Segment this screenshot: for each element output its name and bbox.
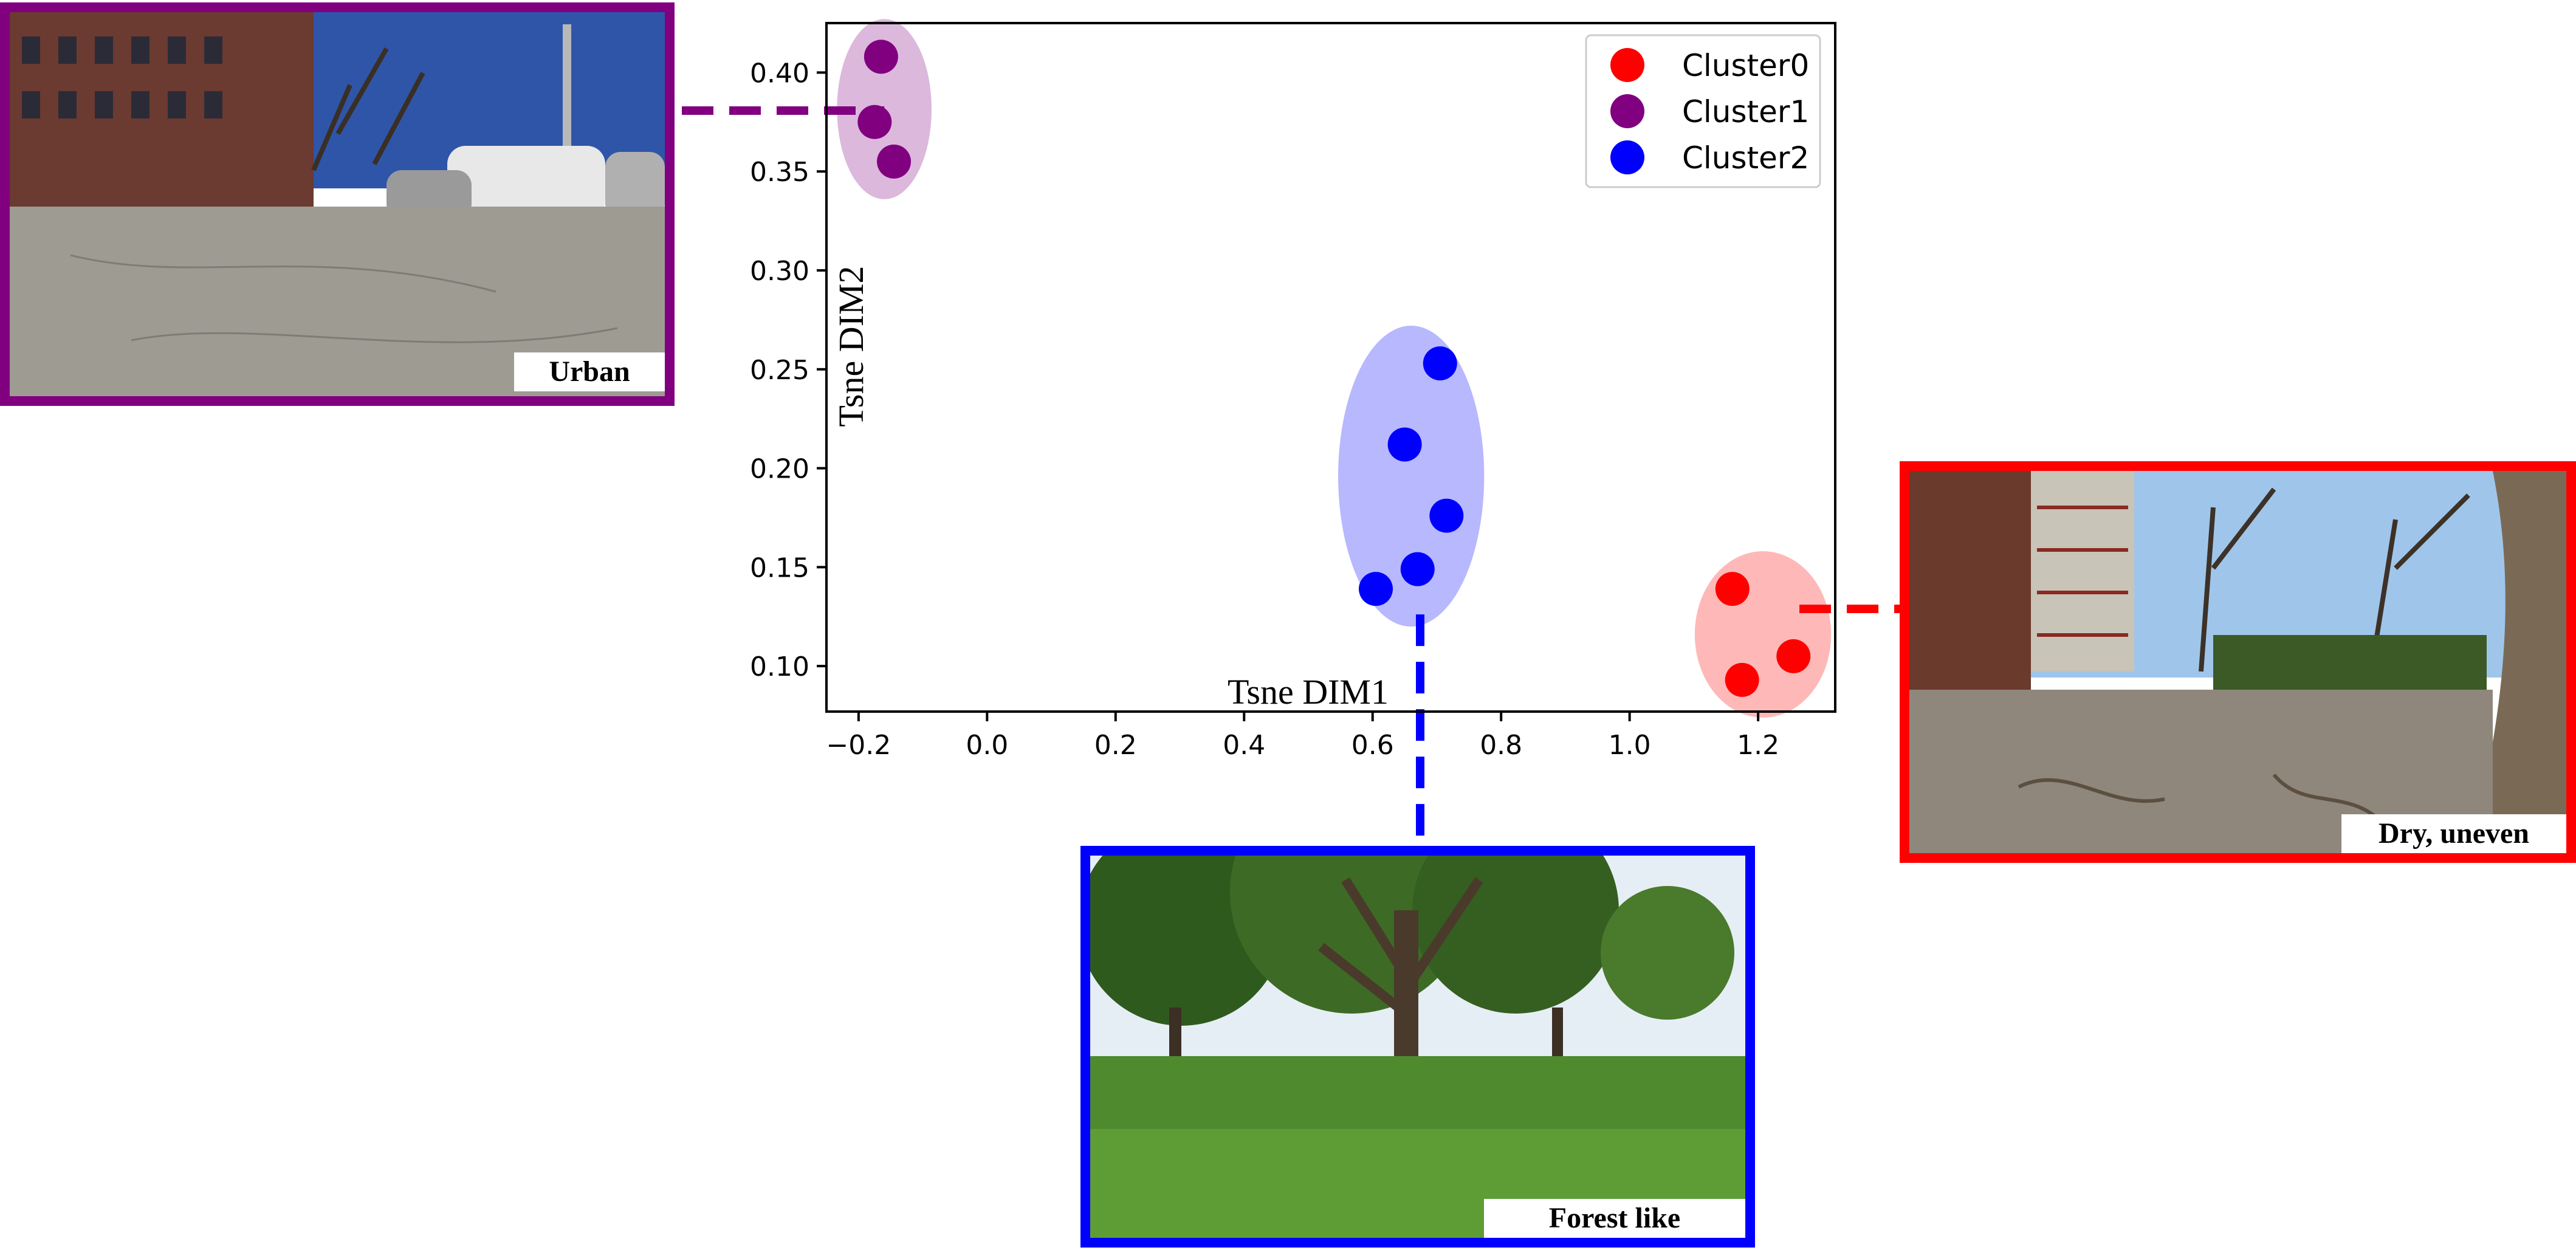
forest-caption: Forest like (1484, 1199, 1745, 1238)
dry-scene-image (1909, 471, 2566, 853)
point-cluster0 (1776, 639, 1811, 673)
urban-scene-image (10, 12, 665, 396)
point-cluster1 (857, 105, 892, 139)
legend-box (1585, 34, 1821, 188)
y-tick-label: 0.10 (750, 651, 809, 682)
scatter-points (857, 39, 1811, 697)
x-tick-label: 0.4 (1223, 730, 1265, 761)
x-tick-label: 0.6 (1352, 730, 1394, 761)
urban-caption: Urban (514, 352, 665, 391)
y-tick-label: 0.35 (750, 157, 809, 188)
y-tick-label: 0.40 (750, 58, 809, 89)
point-cluster1 (877, 144, 912, 179)
cluster-ellipse-cluster2 (1338, 325, 1485, 627)
point-cluster2 (1423, 346, 1457, 380)
y-tick-label: 0.25 (750, 355, 809, 386)
y-axis-ticks: 0.10 0.15 0.20 0.25 0.30 0.35 0.40 (750, 58, 826, 682)
x-tick-label: 1.0 (1609, 730, 1651, 761)
forest-photo-panel: Forest like (1080, 846, 1755, 1248)
cluster-ellipse-cluster0 (1694, 551, 1832, 718)
y-tick-label: 0.20 (750, 454, 809, 485)
x-tick-label: 0.8 (1480, 730, 1522, 761)
legend-marker-cluster1 (1610, 94, 1644, 128)
dry-caption: Dry, uneven (2341, 814, 2566, 853)
forest-scene-image (1090, 856, 1745, 1238)
legend-marker-cluster0 (1610, 48, 1644, 82)
x-tick-label: −0.2 (826, 730, 891, 761)
point-cluster2 (1359, 572, 1393, 606)
cluster-connectors (682, 106, 1900, 846)
point-cluster2 (1400, 552, 1435, 586)
point-cluster2 (1387, 427, 1422, 462)
point-cluster0 (1715, 572, 1750, 606)
y-tick-label: 0.30 (750, 256, 809, 287)
x-tick-label: 0.0 (966, 730, 1008, 761)
x-tick-label: 1.2 (1737, 730, 1779, 761)
legend-label-cluster1: Cluster1 (1682, 94, 1809, 129)
legend-label-cluster2: Cluster2 (1682, 140, 1809, 176)
x-axis-label: Tsne DIM1 (1228, 672, 1389, 712)
legend: Cluster0 Cluster1 Cluster2 (1585, 34, 1821, 188)
x-tick-label: 0.2 (1094, 730, 1137, 761)
dry-photo-panel: Dry, uneven (1900, 461, 2576, 863)
urban-photo-panel: Urban (0, 2, 675, 406)
axes-frame (825, 22, 1836, 713)
y-axis-label: Tsne DIM2 (831, 266, 871, 427)
x-axis-ticks: −0.2 0.0 0.2 0.4 0.6 0.8 1.0 1.2 (826, 712, 1779, 761)
point-cluster1 (864, 39, 898, 74)
point-cluster0 (1725, 662, 1759, 697)
legend-label-cluster0: Cluster0 (1682, 48, 1809, 83)
legend-marker-cluster2 (1610, 140, 1644, 174)
point-cluster2 (1429, 498, 1464, 533)
y-tick-label: 0.15 (750, 552, 809, 583)
